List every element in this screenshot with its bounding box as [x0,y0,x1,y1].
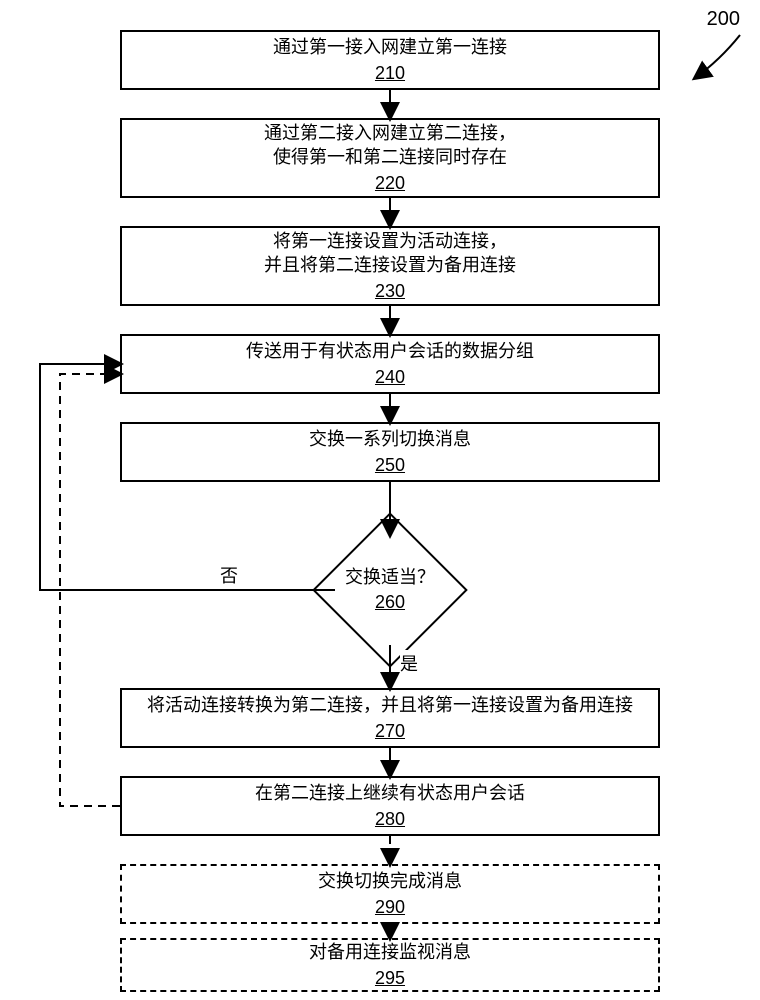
flowchart-canvas: 200 通过第一接入网建立第一连接 210 通过第二接入网建立第二连接，使得第一… [0,0,760,1000]
box-230-ref: 230 [375,279,405,303]
box-280: 在第二连接上继续有状态用户会话 280 [120,776,660,836]
box-295-text: 对备用连接监视消息 [309,940,471,964]
box-280-ref: 280 [375,807,405,831]
box-210: 通过第一接入网建立第一连接 210 [120,30,660,90]
box-270: 将活动连接转换为第二连接，并且将第一连接设置为备用连接 270 [120,688,660,748]
decision-text: 交换适当？ [345,566,435,589]
box-220-ref: 220 [375,171,405,195]
box-240-ref: 240 [375,365,405,389]
box-250: 交换一系列切换消息 250 [120,422,660,482]
box-230: 将第一连接设置为活动连接，并且将第二连接设置为备用连接 230 [120,226,660,306]
figure-label: 200 [707,8,740,31]
box-290: 交换切换完成消息 290 [120,864,660,924]
box-230-text: 将第一连接设置为活动连接，并且将第二连接设置为备用连接 [264,229,516,278]
box-290-text: 交换切换完成消息 [318,869,462,893]
box-290-ref: 290 [375,895,405,919]
box-250-ref: 250 [375,453,405,477]
box-270-ref: 270 [375,719,405,743]
box-270-text: 将活动连接转换为第二连接，并且将第一连接设置为备用连接 [147,693,633,717]
box-280-text: 在第二连接上继续有状态用户会话 [255,781,525,805]
box-220-text: 通过第二接入网建立第二连接，使得第一和第二连接同时存在 [264,121,516,170]
box-240: 传送用于有状态用户会话的数据分组 240 [120,334,660,394]
box-210-ref: 210 [375,61,405,85]
label-no: 否 [220,562,238,588]
box-240-text: 传送用于有状态用户会话的数据分组 [246,339,534,363]
decision-260: 交换适当？ 260 [335,535,445,645]
label-yes: 是 [400,650,418,676]
box-250-text: 交换一系列切换消息 [309,427,471,451]
box-295: 对备用连接监视消息 295 [120,938,660,992]
decision-ref: 260 [375,591,405,614]
box-210-text: 通过第一接入网建立第一连接 [273,35,507,59]
box-295-ref: 295 [375,966,405,990]
box-220: 通过第二接入网建立第二连接，使得第一和第二连接同时存在 220 [120,118,660,198]
decision-content: 交换适当？ 260 [335,535,445,645]
